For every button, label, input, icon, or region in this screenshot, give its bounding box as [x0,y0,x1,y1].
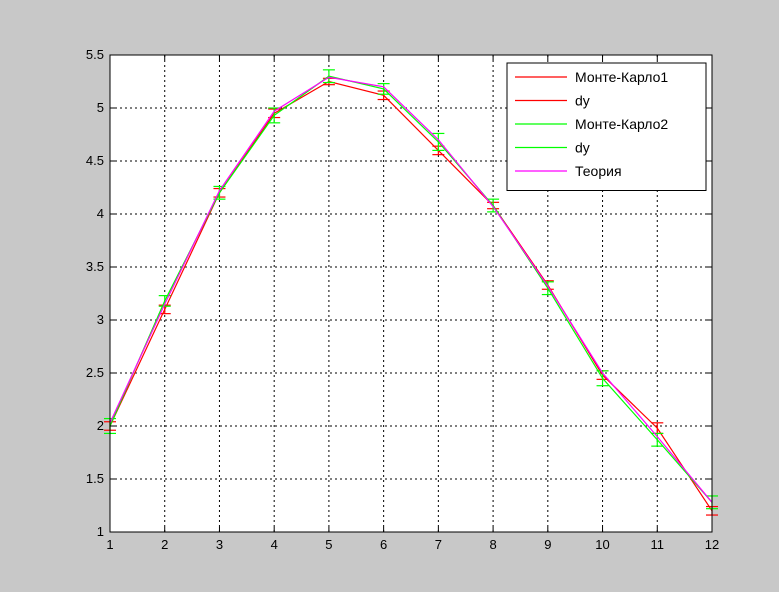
legend-label: Теория [575,163,622,179]
x-tick-label: 11 [651,537,665,552]
y-tick-label: 2 [97,418,104,433]
x-tick-label: 6 [380,537,387,552]
y-tick-label: 5.5 [86,47,104,62]
axes-box [109,54,713,533]
x-tick-label: 12 [705,537,719,552]
legend-box [506,62,707,191]
legend-label: dy [575,93,590,109]
x-tick-label: 7 [435,537,442,552]
x-tick-label: 8 [489,537,496,552]
y-tick-label: 3 [97,312,104,327]
x-tick-label: 1 [106,537,113,552]
y-tick-label: 1 [97,524,104,539]
x-tick-label: 5 [325,537,332,552]
y-tick-label: 4.5 [86,153,104,168]
series-line [109,76,713,503]
y-tick-label: 5 [97,100,104,115]
x-tick-label: 2 [161,537,168,552]
y-tick-label: 4 [97,206,104,221]
x-tick-label: 10 [595,537,609,552]
legend-label: Монте-Карло2 [575,116,668,132]
legend-label: Монте-Карло1 [575,69,668,85]
y-tick-label: 3.5 [86,259,104,274]
y-tick-label: 2.5 [86,365,104,380]
x-tick-label: 4 [271,537,278,552]
legend-label: dy [575,140,590,156]
y-tick-label: 1.5 [86,471,104,486]
legend: Монте-Карло1 dy Монте-Карло2 dy Теория [506,62,707,191]
x-tick-label: 9 [544,537,551,552]
x-tick-label: 3 [216,537,223,552]
